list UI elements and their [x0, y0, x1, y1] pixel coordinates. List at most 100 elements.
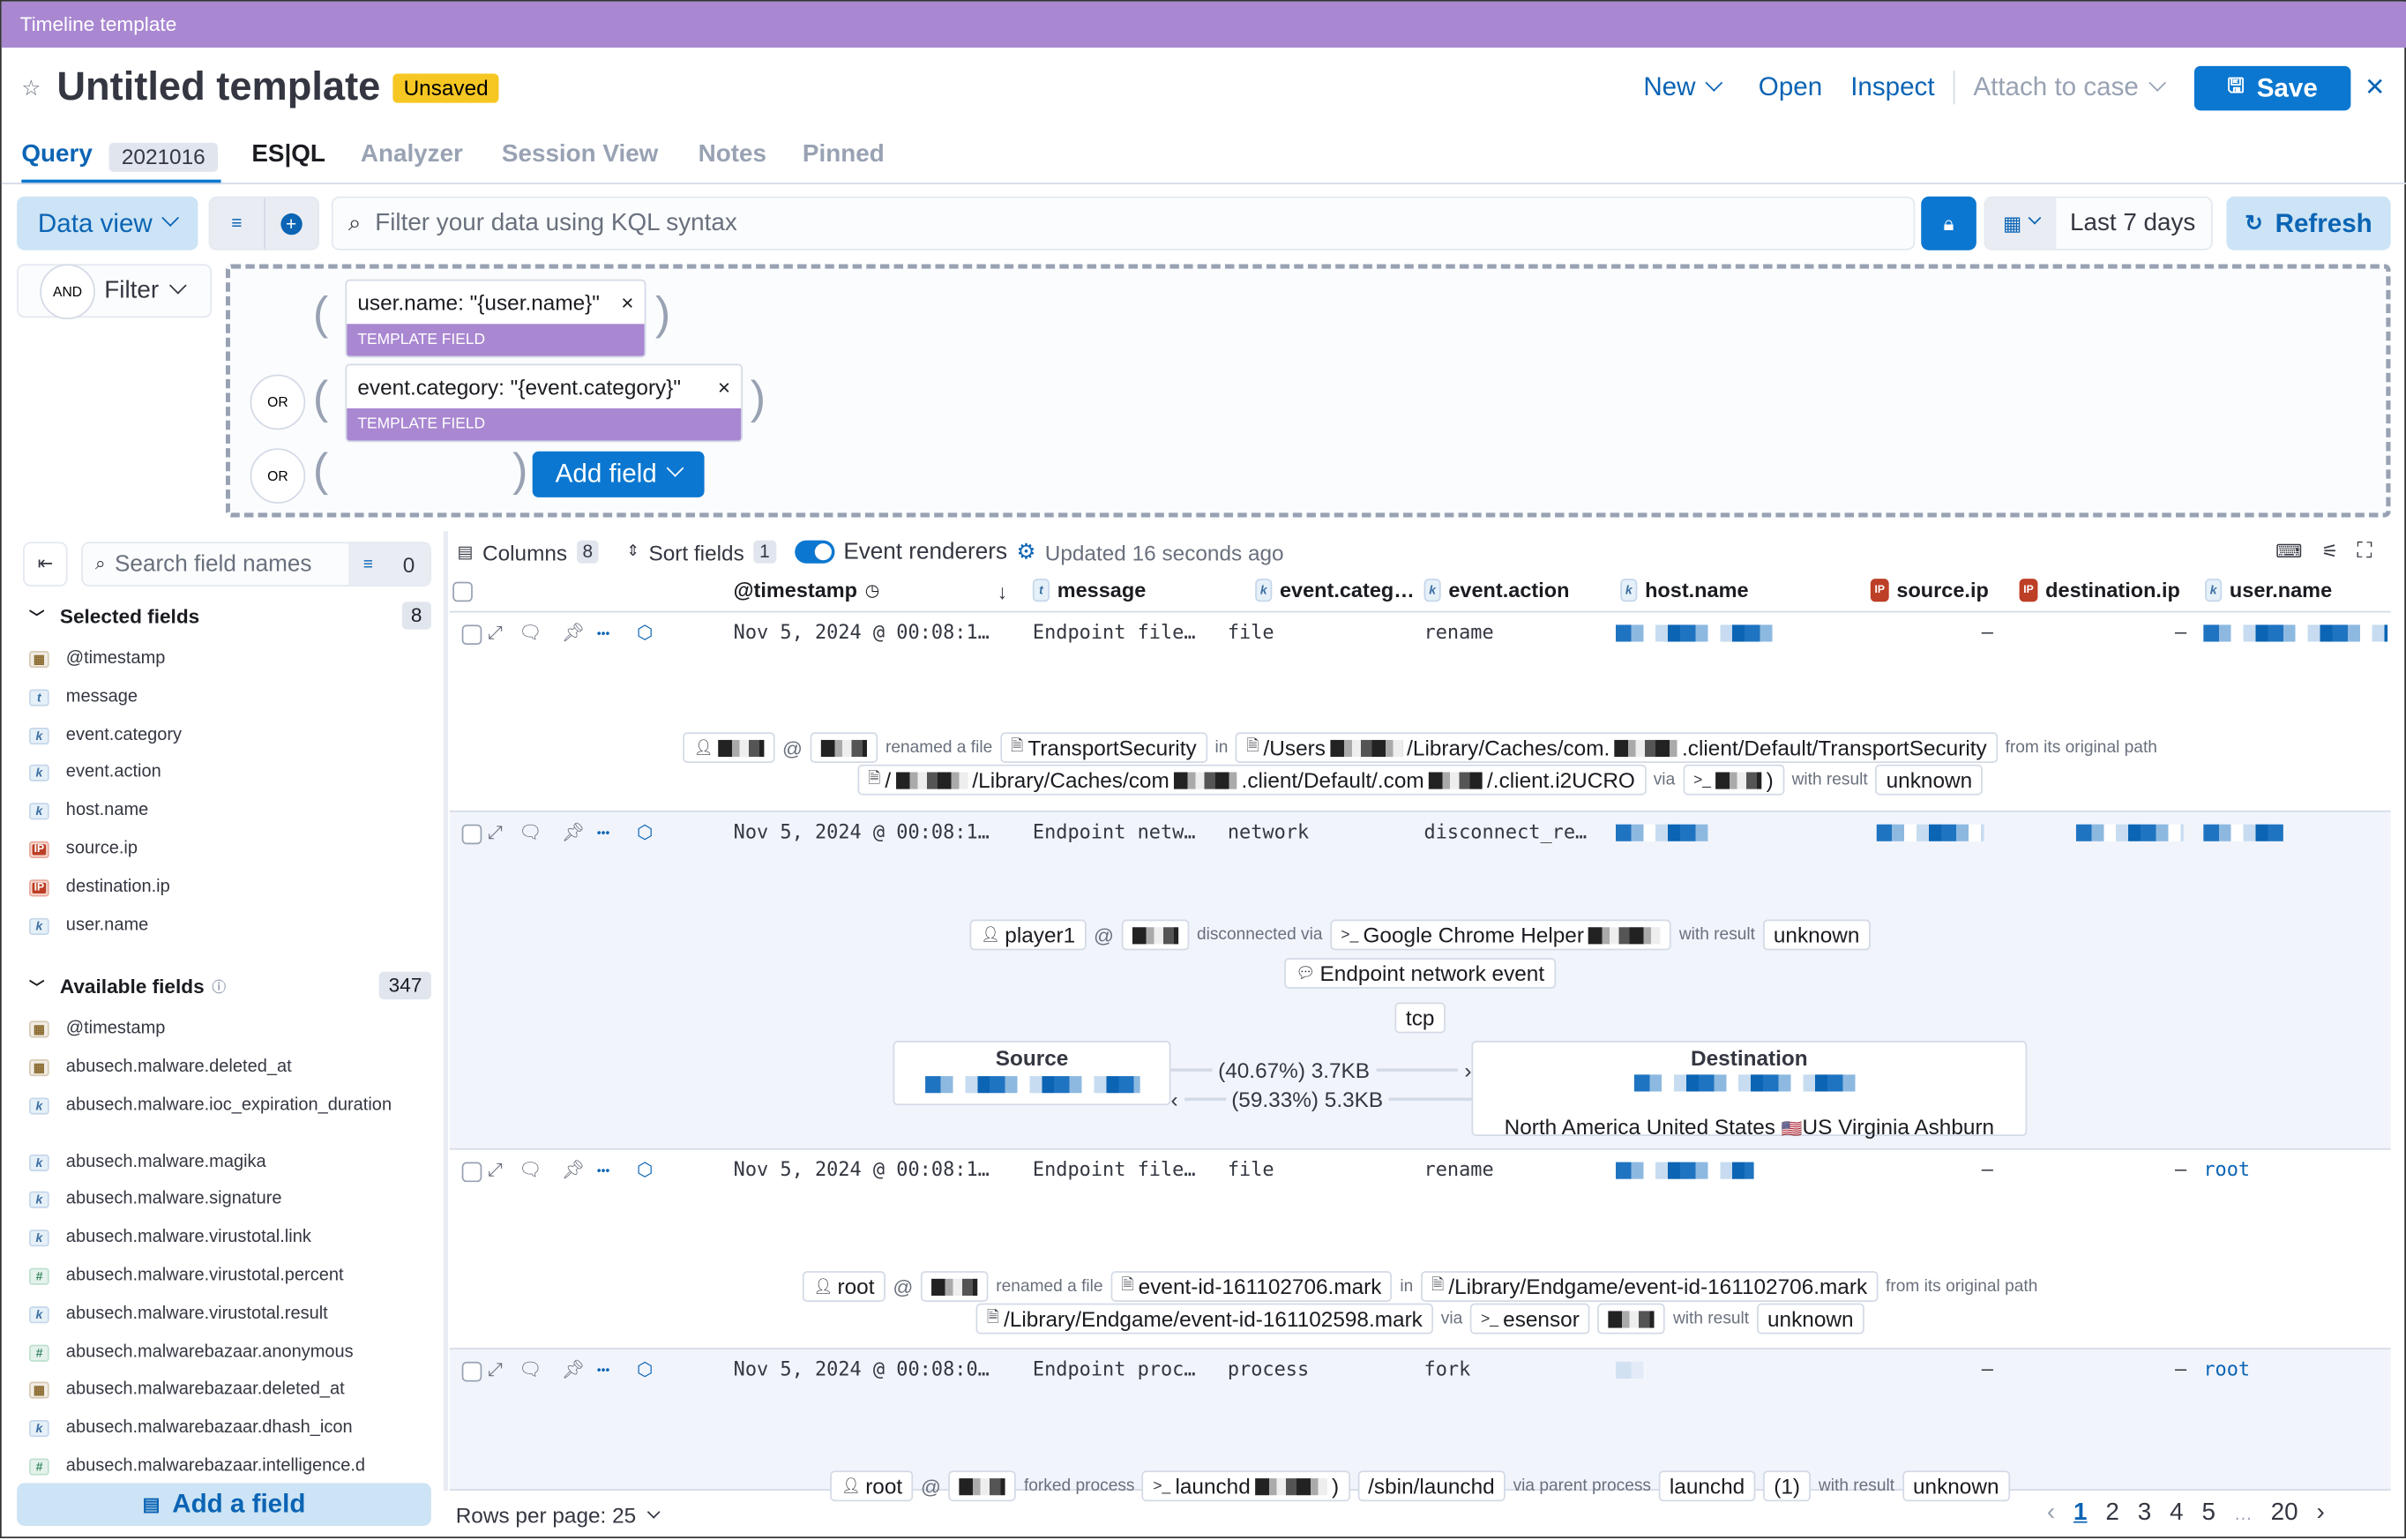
- kql-search-input[interactable]: ⌕ Filter your data using KQL syntax: [331, 196, 1916, 250]
- select-row-checkbox[interactable]: [461, 1162, 482, 1183]
- date-range[interactable]: Last 7 days: [2069, 209, 2196, 236]
- cell-timestamp[interactable]: Nov 5, 2024 @ 00:08:1…: [733, 819, 990, 843]
- analyze-event-icon[interactable]: ⬡: [637, 1358, 654, 1380]
- cell-user-name[interactable]: root: [2203, 1157, 2251, 1181]
- open-button[interactable]: Open: [1758, 71, 1823, 101]
- cell-destination-ip[interactable]: –: [2175, 620, 2187, 644]
- cell-user-name-redacted[interactable]: [2203, 624, 2388, 642]
- attach-to-case-button[interactable]: Attach to case: [1973, 72, 2166, 103]
- sidebar-resize-handle[interactable]: [443, 531, 449, 1491]
- favorite-star-icon[interactable]: ☆: [21, 75, 41, 101]
- more-actions-icon[interactable]: •••: [596, 1363, 610, 1378]
- cell-message[interactable]: Endpoint file…: [1032, 1157, 1196, 1181]
- tab-analyzer[interactable]: Analyzer: [360, 141, 463, 168]
- field-list-item[interactable]: t message: [29, 687, 428, 706]
- cell-category[interactable]: file: [1227, 620, 1274, 644]
- destination-box[interactable]: Destination North America United States 🇺…: [1471, 1041, 2028, 1139]
- renderer-pill[interactable]: 👤︎ root: [803, 1271, 885, 1302]
- cell-message[interactable]: Endpoint file…: [1032, 620, 1196, 644]
- more-actions-icon[interactable]: •••: [596, 1163, 610, 1177]
- cell-destination-ip[interactable]: –: [2175, 1357, 2187, 1380]
- comment-icon[interactable]: 🗨︎: [519, 1159, 542, 1181]
- field-list-item[interactable]: IP source.ip: [29, 840, 428, 858]
- tab-query[interactable]: Query: [21, 141, 93, 168]
- page-button[interactable]: 2: [2105, 1499, 2119, 1527]
- close-icon[interactable]: ✕: [2365, 75, 2386, 101]
- pin-icon[interactable]: 📌︎: [561, 821, 586, 843]
- renderer-pill[interactable]: 🗎 event-id-161102706.mark: [1110, 1271, 1393, 1302]
- column-header[interactable]: k host.name: [1620, 579, 1749, 602]
- date-picker[interactable]: ▦ Last 7 days: [1984, 196, 2213, 250]
- cell-source-ip-redacted[interactable]: [1876, 824, 1984, 841]
- field-list-item[interactable]: # abusech.malwarebazaar.intelligence.d: [29, 1457, 428, 1476]
- template-field-pill[interactable]: event.category: "{event.category}" × TEMP…: [345, 363, 743, 443]
- more-actions-icon[interactable]: •••: [596, 626, 610, 640]
- cell-destination-ip-redacted[interactable]: [2075, 824, 2184, 841]
- field-list-item[interactable]: ▦ abusech.malwarebazaar.deleted_at: [29, 1380, 428, 1400]
- source-box[interactable]: Source: [893, 1041, 1171, 1106]
- comment-icon[interactable]: 🗨︎: [519, 821, 542, 843]
- cell-host-name-redacted[interactable]: [1616, 824, 1708, 841]
- cell-user-name-redacted[interactable]: [2203, 824, 2283, 841]
- expand-icon[interactable]: ⤢: [488, 821, 503, 843]
- available-fields-header[interactable]: ﹀ Available fields ⓘ 347: [29, 971, 431, 1000]
- cell-message[interactable]: Endpoint proc…: [1032, 1357, 1196, 1380]
- field-list-item[interactable]: k event.category: [29, 726, 428, 744]
- renderer-pill[interactable]: [921, 1271, 989, 1302]
- lock-button[interactable]: 🔒︎: [1921, 196, 1976, 250]
- field-list-item[interactable]: k abusech.malware.virustotal.link: [29, 1229, 428, 1247]
- field-list-item[interactable]: IP destination.ip: [29, 878, 428, 897]
- table-row[interactable]: ⤢ 🗨︎ 📌︎ ••• ⬡ Nov 5, 2024 @ 00:08:1… Endpoint …: [449, 811, 2391, 1150]
- fullscreen-icon[interactable]: ⛶: [2357, 537, 2372, 563]
- page-button[interactable]: 20: [2270, 1499, 2298, 1527]
- new-button[interactable]: New: [1643, 72, 1723, 103]
- renderer-pill[interactable]: 💬︎ Endpoint network event: [1285, 958, 1556, 989]
- cell-action[interactable]: rename: [1423, 1157, 1494, 1181]
- data-view-button[interactable]: Data view: [17, 196, 198, 250]
- cell-category[interactable]: file: [1227, 1157, 1274, 1181]
- renderer-pill[interactable]: unknown: [1875, 764, 1984, 796]
- field-list-item[interactable]: k event.action: [29, 764, 428, 782]
- table-row[interactable]: ⤢ 🗨︎ 📌︎ ••• ⬡ Nov 5, 2024 @ 00:08:1… Endpoint …: [449, 1149, 2391, 1349]
- renderer-pill[interactable]: 👤︎ player1: [969, 919, 1087, 951]
- field-list-item[interactable]: ▦ @timestamp: [29, 649, 428, 669]
- page-button[interactable]: 1: [2073, 1499, 2088, 1527]
- rows-per-page-button[interactable]: Rows per page: 25: [456, 1503, 660, 1528]
- cell-category[interactable]: network: [1227, 819, 1310, 843]
- add-filter-button[interactable]: +: [265, 198, 318, 249]
- renderer-pill[interactable]: [810, 732, 878, 764]
- select-row-checkbox[interactable]: [461, 624, 482, 646]
- cell-destination-ip[interactable]: –: [2175, 1157, 2187, 1181]
- field-list-item[interactable]: # abusech.malwarebazaar.anonymous: [29, 1342, 428, 1362]
- columns-button[interactable]: Columns: [482, 539, 568, 564]
- field-list-item[interactable]: k abusech.malware.signature: [29, 1191, 428, 1209]
- more-actions-icon[interactable]: •••: [596, 826, 610, 841]
- column-header[interactable]: k event.action: [1423, 579, 1569, 602]
- pin-icon[interactable]: 📌︎: [561, 621, 586, 644]
- field-list-item[interactable]: ▦ abusech.malware.deleted_at: [29, 1058, 428, 1076]
- cell-source-ip[interactable]: –: [1981, 1157, 1994, 1181]
- renderer-pill[interactable]: >_ launchd): [1142, 1470, 1350, 1502]
- comment-icon[interactable]: 🗨︎: [519, 621, 542, 644]
- analyze-event-icon[interactable]: ⬡: [637, 621, 654, 644]
- sort-fields-button[interactable]: Sort fields: [648, 539, 744, 564]
- field-list-item[interactable]: ▦ @timestamp: [29, 1020, 428, 1038]
- remove-icon[interactable]: ×: [621, 289, 634, 315]
- field-list-item[interactable]: # abusech.malware.virustotal.percent: [29, 1267, 428, 1285]
- remove-icon[interactable]: ×: [717, 374, 731, 400]
- analyze-event-icon[interactable]: ⬡: [637, 1159, 654, 1181]
- select-all-checkbox[interactable]: [452, 581, 473, 602]
- comment-icon[interactable]: 🗨︎: [519, 1358, 542, 1380]
- pin-icon[interactable]: 📌︎: [561, 1358, 586, 1380]
- column-header[interactable]: IP destination.ip: [2019, 579, 2180, 602]
- cell-message[interactable]: Endpoint netw…: [1032, 819, 1196, 843]
- page-title[interactable]: Untitled template: [56, 63, 381, 109]
- renderer-pill[interactable]: /sbin/launchd: [1356, 1470, 1506, 1502]
- renderer-pill[interactable]: >_ Google Chrome Helper: [1330, 919, 1672, 951]
- cell-timestamp[interactable]: Nov 5, 2024 @ 00:08:0…: [733, 1357, 990, 1380]
- column-header[interactable]: k event.categ…: [1255, 579, 1415, 602]
- field-list-item[interactable]: k abusech.malware.ioc_expiration_duration: [29, 1095, 428, 1114]
- gear-icon[interactable]: ⚙: [1016, 538, 1036, 564]
- add-a-field-button[interactable]: ▤ Add a field: [17, 1483, 431, 1527]
- settings-sliders-icon[interactable]: ⚟: [2321, 540, 2339, 563]
